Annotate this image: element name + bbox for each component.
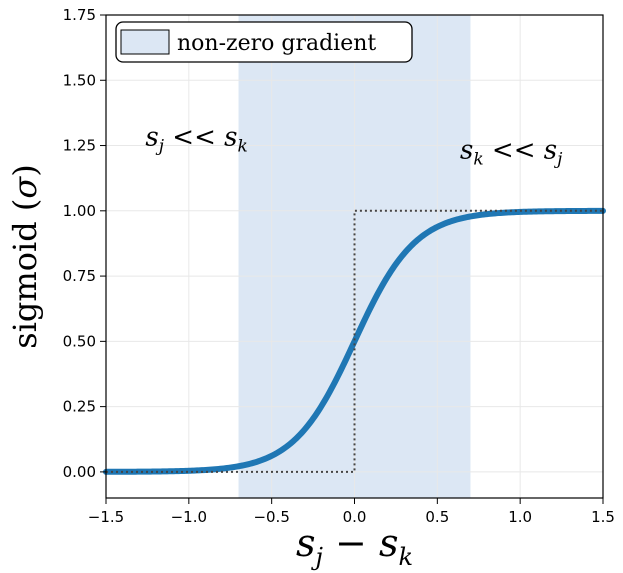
x-axis-label: sj − sk [296, 521, 413, 571]
y-tick-label: 1.75 [63, 6, 96, 24]
y-axis-label: sigmoid (σ) [6, 164, 44, 348]
annotation-sj-lt-sk: sj << sk [145, 123, 247, 157]
sigmoid-curve [103, 207, 606, 475]
y-tick-label: 1.00 [63, 202, 96, 220]
legend-box [115, 21, 413, 63]
annotation-sk-lt-sj: sk << sj [460, 136, 563, 170]
x-tick-label: −1.0 [171, 508, 207, 526]
y-tick-label: 1.50 [63, 71, 96, 89]
y-tick-label: 0.75 [63, 267, 96, 285]
x-tick-label: 0.5 [425, 508, 449, 526]
y-tick-label: 1.25 [63, 137, 96, 155]
x-tick-label: 1.5 [591, 508, 615, 526]
y-tick-label: 0.00 [63, 463, 96, 481]
y-tick-label: 0.50 [63, 332, 96, 350]
x-tick-label: 1.0 [508, 508, 532, 526]
legend-label: non-zero gradient [177, 31, 376, 56]
legend: non-zero gradient [115, 21, 413, 63]
x-tick-label: 0.0 [343, 508, 367, 526]
y-tick-label: 0.25 [63, 398, 96, 416]
x-tick-label: −1.5 [88, 508, 124, 526]
x-tick-label: −0.5 [253, 508, 289, 526]
legend-swatch [120, 29, 170, 55]
